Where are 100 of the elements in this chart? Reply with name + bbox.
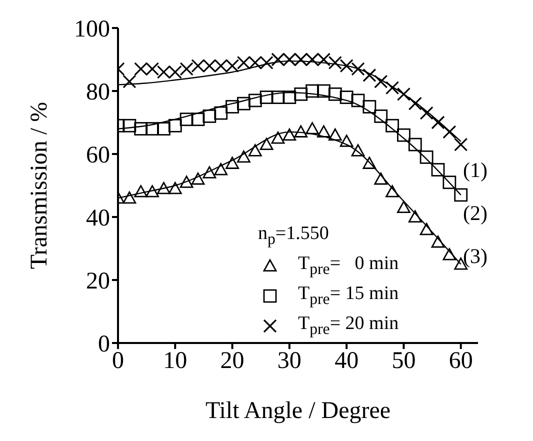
point	[180, 112, 194, 126]
x-tick-label: 10	[163, 348, 188, 374]
point	[431, 236, 445, 248]
point	[248, 56, 262, 70]
point	[226, 156, 239, 169]
point	[134, 122, 148, 136]
point	[397, 200, 410, 214]
point	[317, 125, 330, 138]
point	[351, 94, 365, 108]
point	[260, 90, 274, 104]
point	[306, 122, 319, 134]
point	[226, 100, 239, 114]
point	[385, 81, 400, 95]
point	[146, 185, 159, 198]
point	[340, 134, 354, 147]
point	[431, 163, 445, 176]
point	[157, 122, 170, 136]
y-tick-label: 80	[86, 80, 110, 106]
y-tick-label: 20	[86, 268, 110, 295]
point	[442, 176, 456, 190]
x-tick-label: 30	[277, 348, 302, 374]
point	[271, 52, 285, 66]
x-tick-label: 40	[334, 348, 359, 374]
point	[362, 100, 376, 114]
point	[225, 59, 240, 73]
point	[397, 128, 410, 142]
point	[374, 172, 388, 185]
point	[408, 96, 422, 110]
point	[306, 84, 319, 98]
point	[442, 125, 456, 139]
y-axis-title: Transmission / %	[26, 102, 53, 270]
point	[362, 68, 376, 82]
point	[156, 65, 171, 79]
point	[386, 118, 399, 132]
point	[134, 185, 148, 198]
legend-title: n$_{p}$=1.550	[258, 223, 330, 249]
point	[202, 110, 216, 123]
point	[214, 163, 228, 176]
x-tick-label: 20	[220, 348, 244, 374]
point	[157, 182, 170, 194]
point	[214, 59, 228, 73]
point	[122, 74, 136, 88]
point	[294, 87, 308, 101]
point	[351, 62, 365, 76]
x-tick-label: 50	[392, 348, 416, 374]
point	[168, 118, 182, 132]
y-tick-label: 60	[86, 142, 110, 169]
point	[340, 59, 354, 73]
point	[396, 87, 411, 101]
legend-label: T$_{pre}$= 15 min	[298, 282, 399, 309]
point	[316, 52, 331, 66]
point	[191, 59, 205, 73]
point	[454, 138, 468, 152]
point	[271, 132, 285, 144]
point	[180, 62, 194, 76]
point	[282, 128, 296, 141]
point	[168, 182, 182, 194]
point	[191, 172, 205, 185]
point	[237, 96, 250, 110]
point	[362, 156, 376, 169]
point	[408, 138, 422, 152]
point	[122, 191, 136, 204]
annotation: (2)	[463, 201, 488, 226]
point	[236, 56, 251, 70]
point	[146, 122, 159, 136]
point	[386, 185, 399, 198]
point	[317, 84, 330, 98]
point	[442, 248, 456, 260]
y-tick-label: 0	[98, 332, 110, 358]
point	[374, 74, 388, 88]
point	[294, 125, 308, 138]
x-axis-title: Tilt Angle / Degree	[205, 398, 391, 424]
point	[340, 90, 354, 104]
y-tick-label: 40	[86, 206, 110, 232]
point	[305, 52, 320, 66]
point	[328, 56, 342, 70]
point	[191, 112, 205, 126]
point	[374, 110, 388, 123]
point	[408, 210, 422, 222]
point	[237, 150, 250, 163]
point	[248, 94, 262, 108]
point	[282, 52, 296, 66]
point	[202, 166, 216, 178]
legend-label: T$_{pre}$= 20 min	[298, 312, 399, 339]
point	[122, 118, 136, 132]
annotation: (1)	[463, 158, 488, 183]
point	[145, 62, 160, 76]
point	[214, 106, 228, 120]
point	[180, 176, 194, 188]
point	[134, 62, 148, 76]
point	[420, 222, 434, 236]
point	[271, 90, 285, 104]
legend-label: T$_{pre}$= 0 min	[298, 252, 399, 279]
point	[328, 128, 342, 141]
point	[202, 59, 216, 73]
point	[260, 56, 274, 70]
point	[454, 188, 468, 202]
annotation: (3)	[463, 244, 488, 269]
point	[431, 116, 445, 130]
point	[248, 144, 262, 156]
